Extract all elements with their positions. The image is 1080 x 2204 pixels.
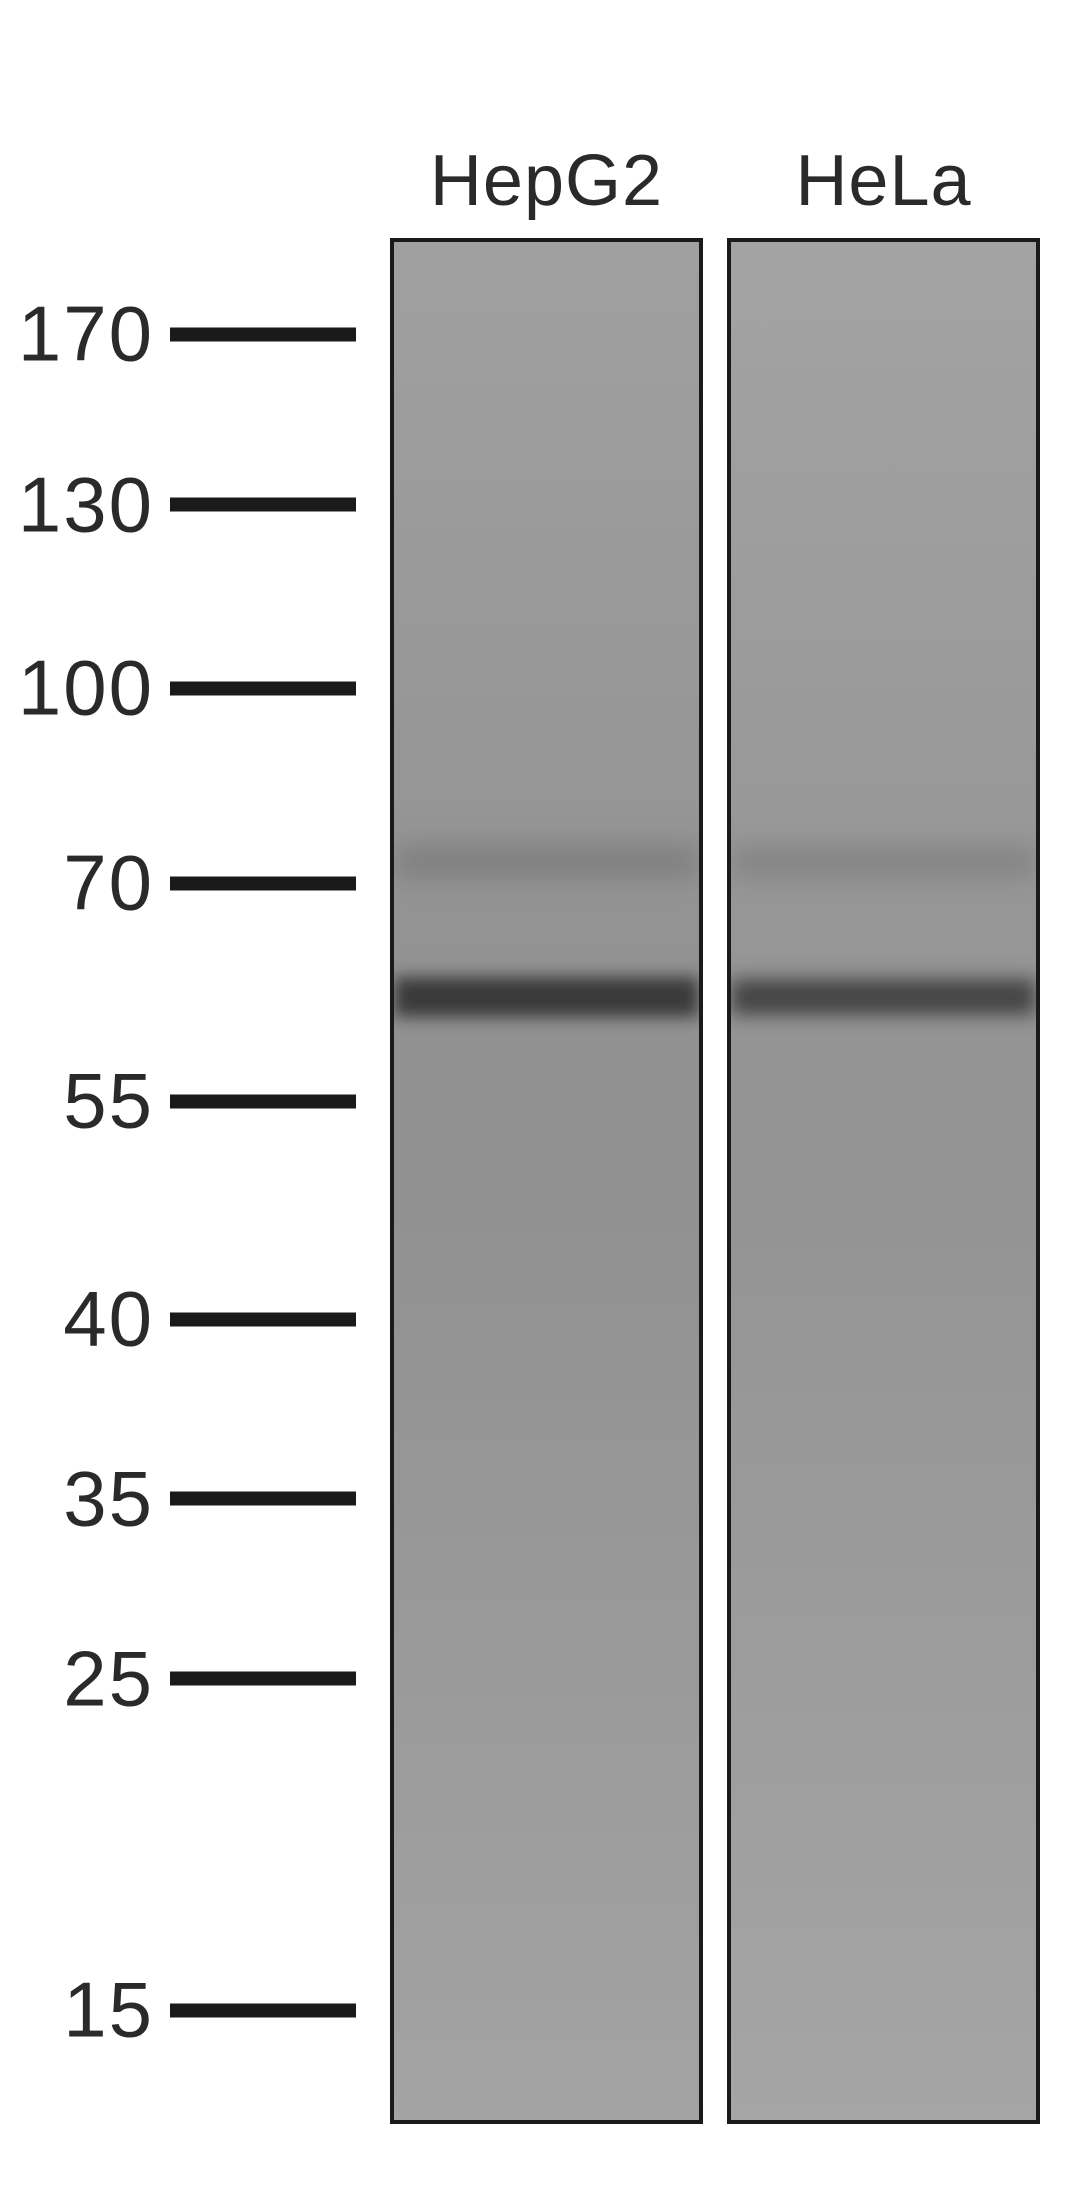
- ladder-mark: 70: [0, 838, 380, 929]
- ladder-tick: [170, 681, 356, 695]
- ladder-tick: [170, 2003, 356, 2017]
- ladder-mark: 25: [0, 1633, 380, 1724]
- lane-label: HepG2: [430, 140, 663, 222]
- ladder-mark: 35: [0, 1453, 380, 1544]
- band: [394, 849, 699, 875]
- ladder-mark: 40: [0, 1274, 380, 1365]
- ladder-value: 70: [0, 838, 170, 929]
- ladder-mark: 170: [0, 289, 380, 380]
- ladder-value: 35: [0, 1453, 170, 1544]
- lane-label: HeLa: [795, 140, 971, 222]
- ladder-value: 100: [0, 643, 170, 734]
- band: [394, 977, 699, 1017]
- ladder-tick: [170, 876, 356, 890]
- lane: [727, 238, 1040, 2124]
- lanes-area: HepG2 HeLa: [390, 140, 1040, 2124]
- ladder-value: 55: [0, 1056, 170, 1147]
- ladder-tick: [170, 498, 356, 512]
- ladder-mark: 130: [0, 459, 380, 550]
- lane-wrapper: HeLa: [727, 140, 1040, 2124]
- ladder-tick: [170, 327, 356, 341]
- molecular-weight-ladder: 170 130 100 70 55 40 35 25 15: [0, 230, 380, 2124]
- ladder-mark: 15: [0, 1965, 380, 2056]
- ladder-value: 170: [0, 289, 170, 380]
- ladder-tick: [170, 1094, 356, 1108]
- ladder-tick: [170, 1312, 356, 1326]
- ladder-value: 40: [0, 1274, 170, 1365]
- ladder-value: 25: [0, 1633, 170, 1724]
- ladder-value: 130: [0, 459, 170, 550]
- ladder-tick: [170, 1492, 356, 1506]
- ladder-tick: [170, 1672, 356, 1686]
- lane-wrapper: HepG2: [390, 140, 703, 2124]
- lane: [390, 238, 703, 2124]
- ladder-value: 15: [0, 1965, 170, 2056]
- band: [731, 979, 1036, 1015]
- blot-container: 170 130 100 70 55 40 35 25 15 HepG2 HeLa: [0, 0, 1080, 2204]
- band: [731, 850, 1036, 874]
- ladder-mark: 55: [0, 1056, 380, 1147]
- ladder-mark: 100: [0, 643, 380, 734]
